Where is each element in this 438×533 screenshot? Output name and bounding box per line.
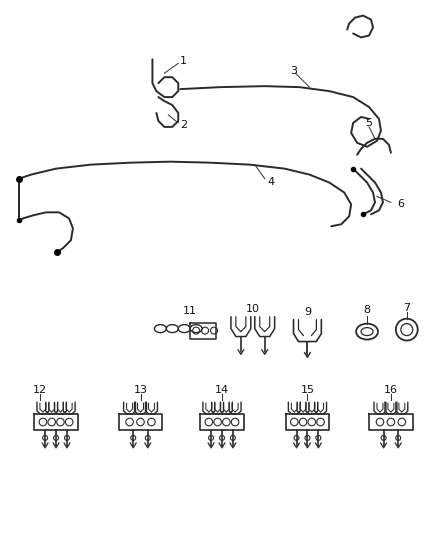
Text: 3: 3 (290, 66, 297, 76)
Text: 6: 6 (397, 199, 404, 209)
Text: 14: 14 (215, 385, 229, 395)
Text: 1: 1 (180, 56, 187, 66)
Text: 2: 2 (180, 120, 187, 130)
Text: 11: 11 (183, 306, 197, 316)
Text: 15: 15 (300, 385, 314, 395)
Text: 16: 16 (384, 385, 398, 395)
Text: 7: 7 (403, 303, 410, 313)
Text: 10: 10 (246, 304, 260, 314)
Text: 9: 9 (304, 306, 311, 317)
Text: 5: 5 (366, 118, 373, 128)
Text: 13: 13 (134, 385, 148, 395)
Text: 4: 4 (268, 176, 275, 187)
Text: 8: 8 (364, 305, 371, 314)
Text: 12: 12 (33, 385, 47, 395)
